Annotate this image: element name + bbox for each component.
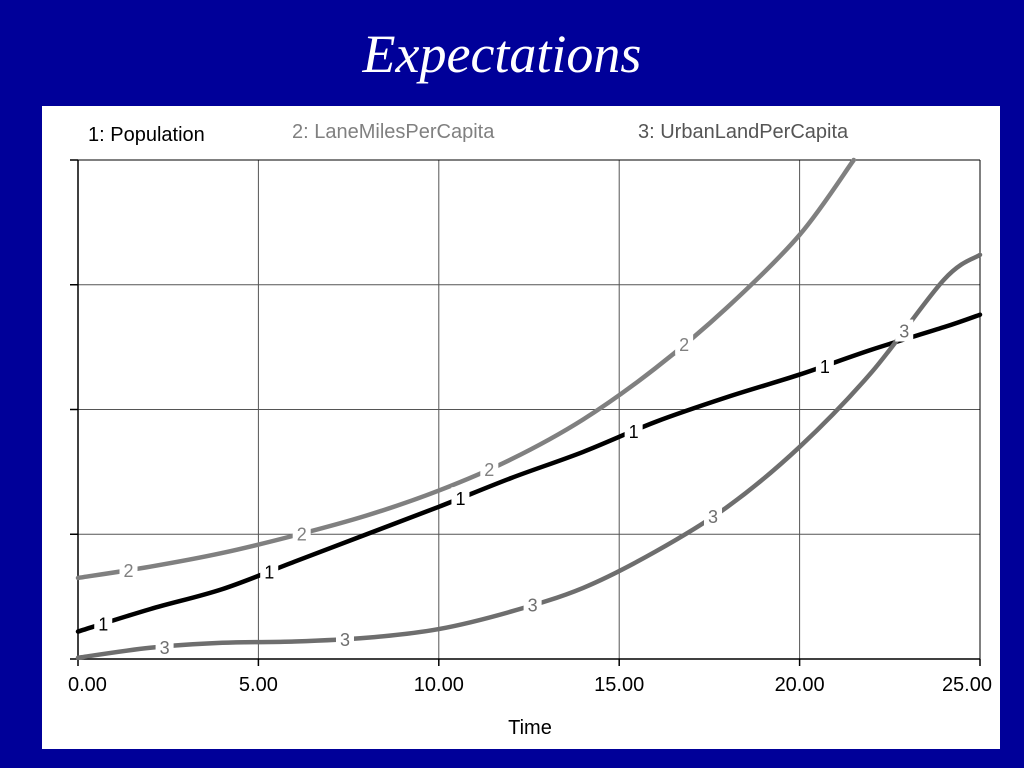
axes [70, 159, 981, 666]
x-tick-label: 20.00 [775, 674, 825, 696]
x-tick-labels: 0.00 5.00 10.00 15.00 20.00 25.00 [68, 674, 992, 696]
series-marker-label: 1 [629, 422, 639, 442]
series-marker-label: 2 [297, 525, 307, 545]
legend: 1: Population 2: LaneMilesPerCapita 3: U… [88, 121, 849, 146]
series-marker-bg [260, 560, 279, 583]
series-marker-label: 3 [528, 595, 538, 615]
x-tick-label: 15.00 [594, 674, 644, 696]
grid-lines [78, 160, 980, 659]
series-line-urbanland [75, 252, 983, 661]
series-marker-bg [119, 559, 138, 582]
series-marker-label: 1 [820, 357, 830, 377]
series-marker-bg [335, 627, 354, 650]
legend-item-lanemiles: 2: LaneMilesPerCapita [292, 121, 495, 143]
series-marker-label: 3 [899, 322, 909, 342]
series-marker-bg [815, 354, 834, 377]
series-lines [75, 157, 983, 661]
slide-title: Expectations [362, 24, 642, 84]
x-tick-label: 5.00 [239, 674, 278, 696]
series-marker-label: 1 [264, 562, 274, 582]
series-line-lanemiles [75, 157, 856, 581]
series-marker-label: 3 [340, 630, 350, 650]
series-marker-bg [480, 457, 499, 480]
series-marker-bg [704, 504, 723, 527]
series-marker-bg [292, 522, 311, 545]
series-marker-label: 2 [679, 335, 689, 355]
series-marker-bg [155, 635, 174, 658]
legend-item-population: 1: Population [88, 124, 205, 146]
x-tick-label: 10.00 [414, 674, 464, 696]
x-tick-label: 25.00 [942, 674, 992, 696]
legend-item-urbanland: 3: UrbanLandPerCapita [638, 121, 849, 143]
series-marker-label: 3 [708, 507, 718, 527]
series-marker-bg [675, 332, 694, 355]
series-marker-label: 2 [124, 561, 134, 581]
series-line-population [75, 312, 983, 634]
series-marker-bg [895, 319, 914, 342]
series-marker-label: 1 [98, 615, 108, 635]
series-marker-label: 1 [455, 489, 465, 509]
series-marker-label: 2 [484, 460, 494, 480]
x-tick-label: 0.00 [68, 674, 107, 696]
series-marker-bg [451, 487, 470, 510]
series-marker-bg [624, 419, 643, 442]
series-marker-bg [94, 612, 113, 635]
series-marker-bg [523, 593, 542, 616]
series-marker-label: 3 [160, 638, 170, 658]
x-axis-title: Time [508, 717, 552, 739]
